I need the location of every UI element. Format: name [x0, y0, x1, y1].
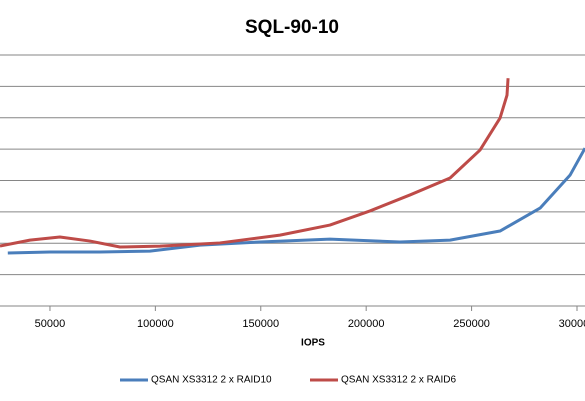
x-tick-label: 50000 — [35, 318, 66, 330]
chart-title: SQL-90-10 — [245, 17, 339, 38]
x-axis-label: IOPS — [301, 338, 325, 349]
legend-label: QSAN XS3312 2 x RAID10 — [151, 375, 272, 386]
x-tick-label: 150000 — [242, 318, 279, 330]
x-tick-label: 250000 — [453, 318, 490, 330]
x-tick-label: 200000 — [348, 318, 385, 330]
series-line — [0, 78, 510, 249]
x-tick-label: 300000 — [559, 318, 585, 330]
legend-label: QSAN XS3312 2 x RAID6 — [341, 375, 456, 386]
series-line — [7, 147, 585, 255]
x-tick-label: 100000 — [137, 318, 174, 330]
